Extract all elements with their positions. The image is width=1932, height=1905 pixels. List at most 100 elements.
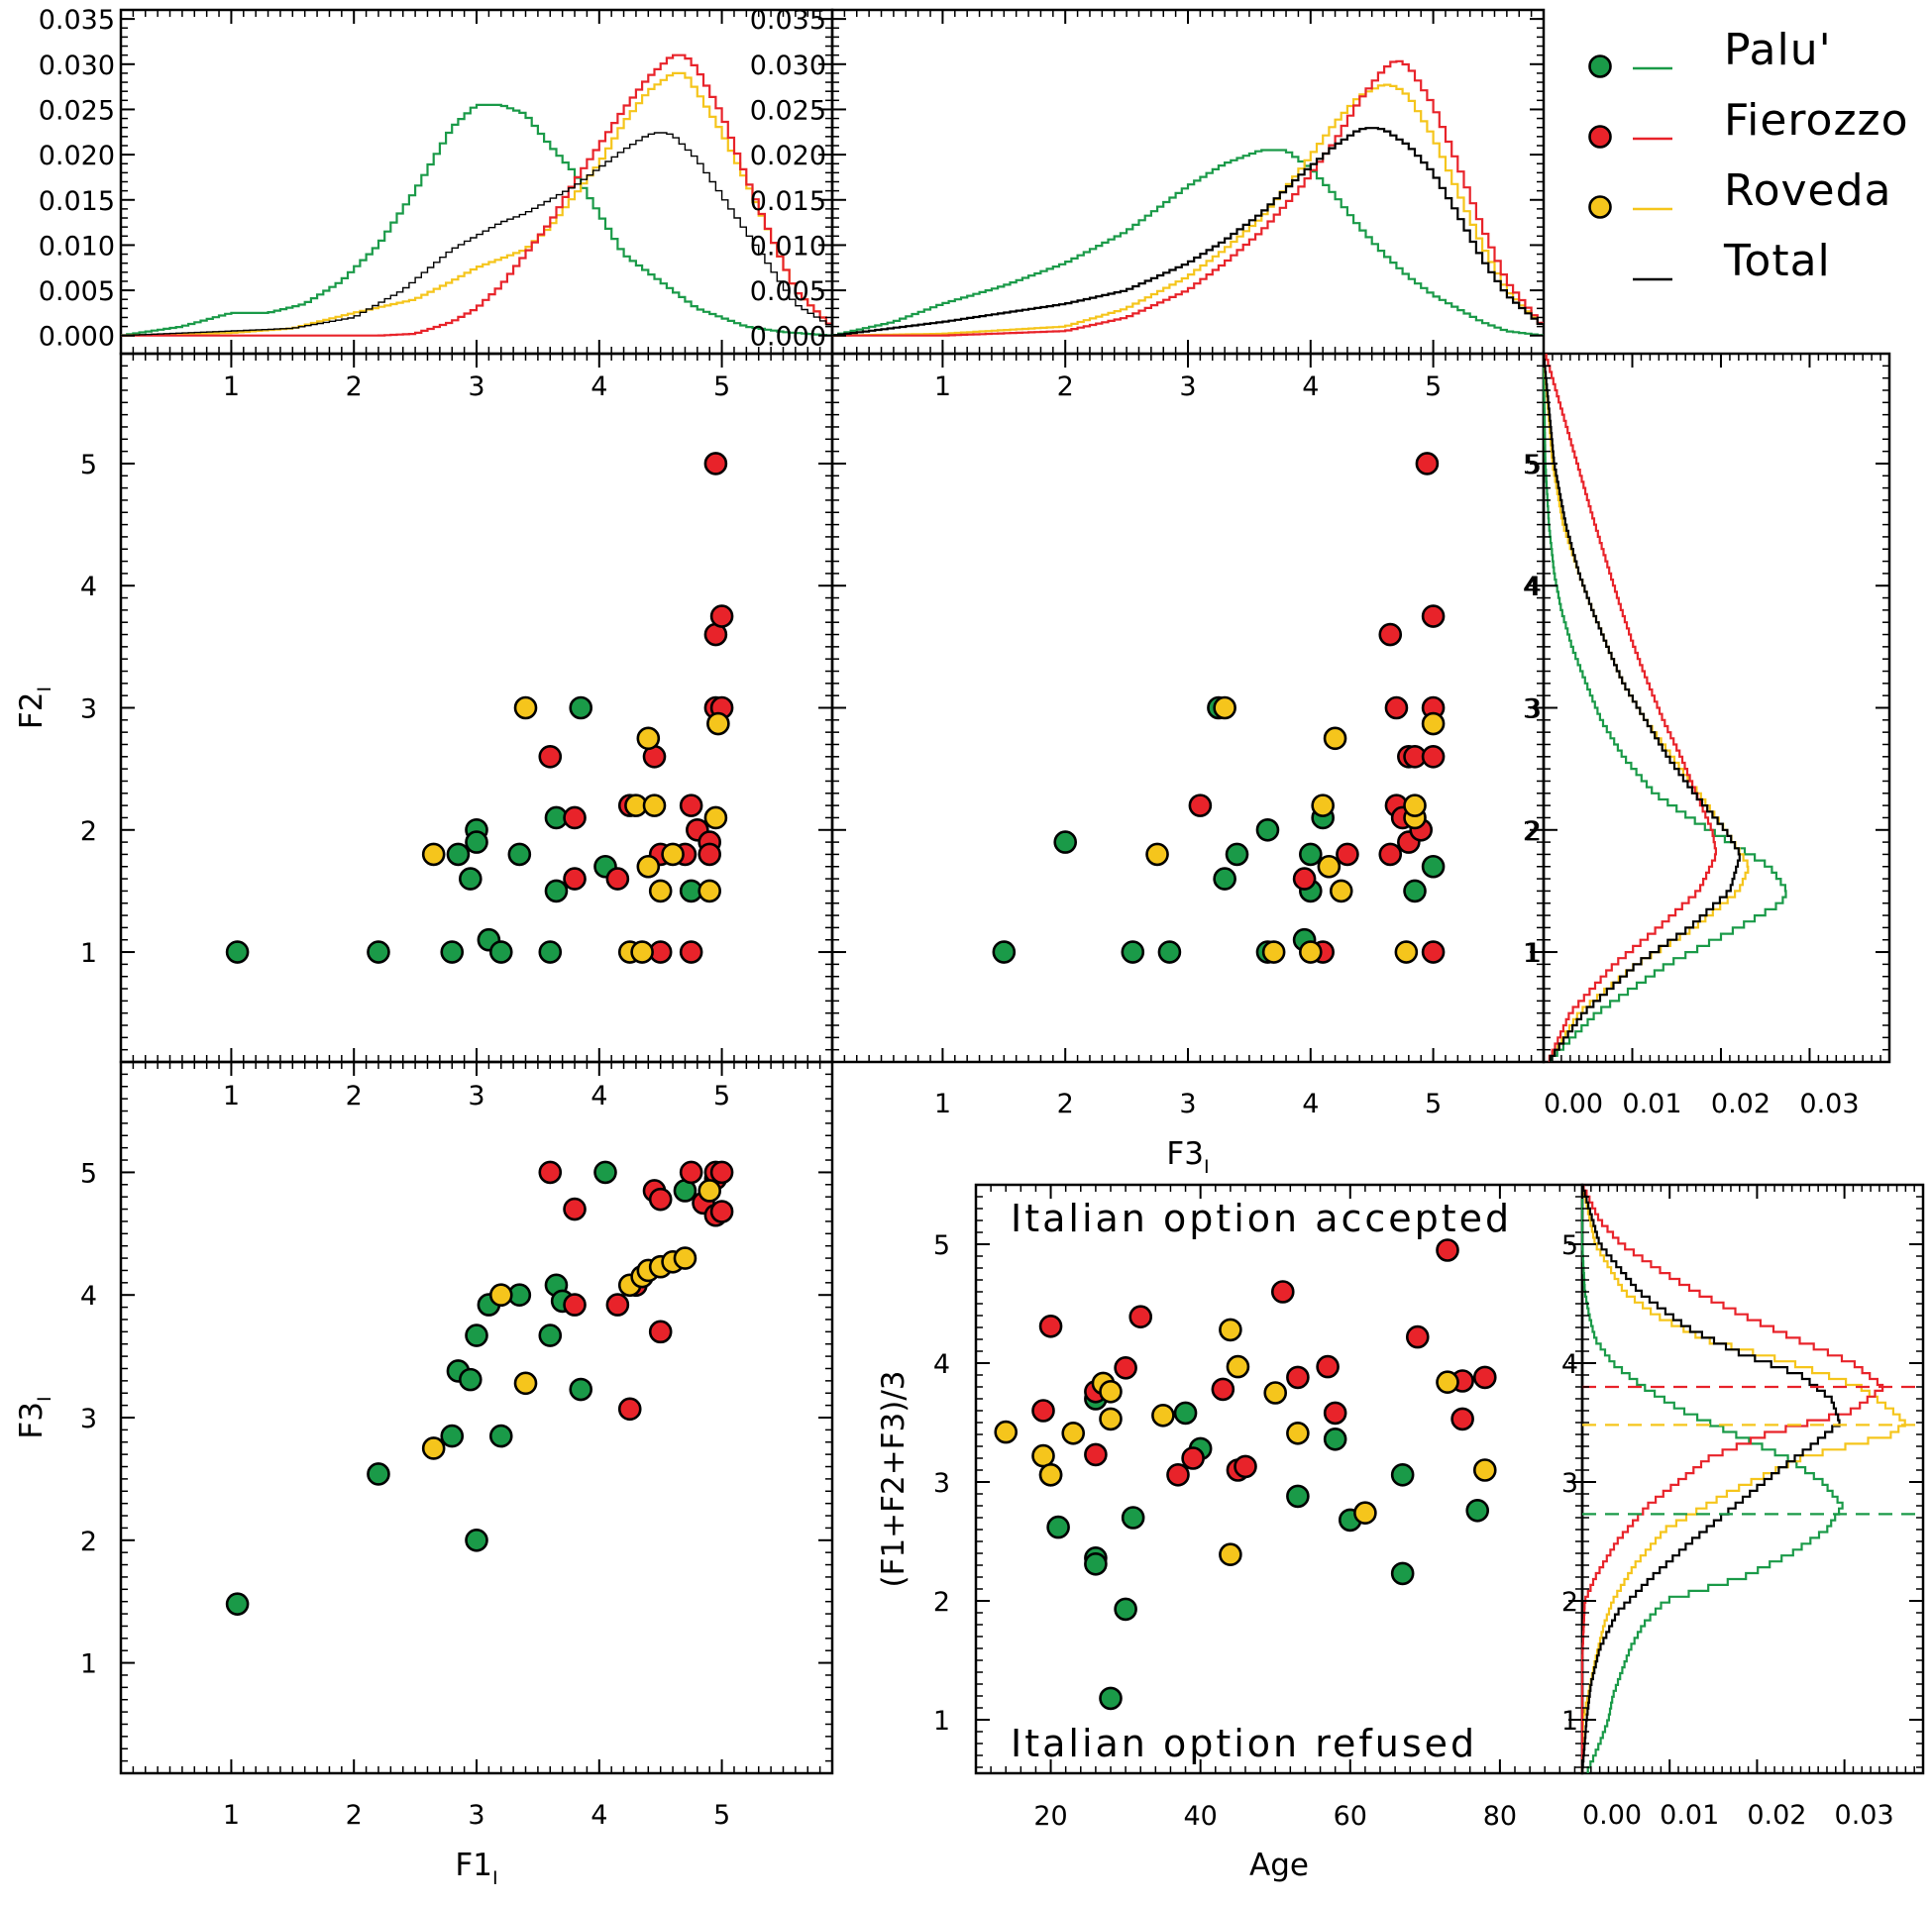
x-tick-label: 4 — [590, 371, 607, 402]
legend-label: Palu' — [1724, 25, 1832, 75]
y-tick-label: 2 — [80, 816, 97, 847]
data-point-palu — [465, 1528, 488, 1552]
data-point-roveda — [421, 1436, 446, 1460]
y-tick-label: 5 — [1523, 450, 1540, 480]
y-tick-label: 1 — [80, 938, 97, 969]
x-tick-label: 4 — [590, 1081, 607, 1111]
x-axis-label: F1I — [455, 1848, 497, 1889]
data-point-palu — [225, 940, 250, 964]
y-tick-label: 0.010 — [39, 231, 115, 262]
data-point-fierozzo — [679, 1160, 703, 1185]
data-point-fierozzo — [538, 1160, 563, 1185]
data-point-palu — [1046, 1515, 1070, 1539]
data-point-fierozzo — [1472, 1365, 1497, 1390]
data-point-roveda — [1261, 940, 1286, 964]
x-tick-label: 2 — [346, 1800, 363, 1831]
x-tick-label: 0.03 — [1799, 1089, 1859, 1119]
y-tick-label: 0.030 — [750, 51, 826, 81]
x-tick-label: 80 — [1483, 1801, 1517, 1832]
y-axis-label-subscript: I — [34, 687, 55, 692]
x-tick-label: 0.00 — [1582, 1800, 1642, 1831]
data-point-palu — [992, 940, 1017, 964]
data-point-fierozzo — [709, 1160, 734, 1185]
data-point-fierozzo — [1336, 842, 1359, 867]
data-point-roveda — [1311, 794, 1335, 817]
data-point-palu — [459, 1367, 483, 1392]
y-tick-label: 5 — [80, 450, 97, 480]
data-point-fierozzo — [1316, 1354, 1340, 1379]
data-point-fierozzo — [1234, 1454, 1257, 1479]
y-axis-label-subscript: I — [34, 1396, 55, 1402]
data-point-palu — [1323, 1428, 1347, 1451]
y-tick-label: 0.005 — [39, 276, 115, 307]
histogram-fierozzo — [1580, 1185, 1884, 1773]
data-point-fierozzo — [1384, 695, 1409, 720]
x-tick-label: 1 — [223, 371, 240, 402]
data-point-roveda — [1421, 711, 1446, 736]
x-tick-label: 5 — [1425, 1089, 1442, 1119]
histogram-fierozzo — [832, 59, 1544, 337]
data-point-fierozzo — [617, 1397, 642, 1422]
data-point-fierozzo — [1415, 452, 1440, 476]
y-tick-label: 1 — [1523, 938, 1540, 969]
data-point-roveda — [1031, 1443, 1055, 1468]
data-point-fierozzo — [1128, 1305, 1153, 1328]
data-point-fierozzo — [1378, 842, 1403, 867]
data-point-roveda — [1403, 794, 1427, 817]
data-point-roveda — [1353, 1501, 1377, 1525]
data-point-palu — [538, 1323, 563, 1347]
y-axis-label-main: F2 — [14, 692, 50, 730]
x-tick-label: 3 — [468, 371, 484, 402]
data-point-fierozzo — [1188, 794, 1213, 817]
y-tick-label: 0.015 — [39, 186, 115, 217]
x-tick-label: 1 — [223, 1081, 240, 1111]
y-tick-label: 3 — [1561, 1468, 1578, 1499]
x-tick-label: 0.01 — [1660, 1800, 1719, 1831]
data-point-roveda — [698, 1179, 722, 1203]
y-axis-label-main: F3 — [14, 1402, 50, 1439]
data-point-palu — [1114, 1597, 1137, 1622]
data-point-palu — [1121, 940, 1145, 964]
x-tick-label: 3 — [468, 1800, 484, 1831]
data-point-palu — [1255, 817, 1280, 842]
y-tick-label: 3 — [80, 1404, 97, 1434]
data-point-fierozzo — [679, 940, 703, 964]
histogram-total — [1581, 1185, 1841, 1773]
y-tick-label: 4 — [1525, 572, 1542, 602]
x-tick-label: 0.00 — [1544, 1089, 1603, 1119]
legend-marker-palu — [1588, 54, 1612, 78]
data-point-fierozzo — [679, 794, 703, 817]
data-point-fierozzo — [1038, 1315, 1063, 1338]
y-tick-label: 0.025 — [39, 95, 115, 126]
y-tick-label: 0.000 — [750, 322, 826, 353]
data-point-fierozzo — [1181, 1446, 1205, 1470]
data-point-fierozzo — [1421, 940, 1446, 964]
x-tick-label: 5 — [713, 371, 730, 402]
data-point-palu — [569, 1377, 593, 1402]
data-point-palu — [1286, 1484, 1310, 1509]
data-point-fierozzo — [1211, 1377, 1235, 1402]
y-tick-label: 0.020 — [750, 141, 826, 171]
data-point-roveda — [513, 1371, 538, 1396]
legend-label: Total — [1723, 236, 1831, 286]
x-tick-label: 5 — [713, 1081, 730, 1111]
data-point-fierozzo — [1270, 1280, 1295, 1304]
data-point-roveda — [1219, 1318, 1242, 1342]
data-point-fierozzo — [648, 1187, 673, 1212]
data-point-palu — [544, 879, 569, 903]
data-point-roveda — [1298, 940, 1323, 964]
data-point-fierozzo — [1114, 1356, 1137, 1380]
data-point-palu — [459, 867, 483, 891]
data-point-fierozzo — [1450, 1407, 1474, 1431]
y-tick-label: 2 — [1523, 816, 1540, 847]
data-point-fierozzo — [1436, 1238, 1459, 1262]
data-point-palu — [488, 1424, 513, 1448]
histogram-palu — [121, 103, 832, 337]
data-point-palu — [367, 1462, 390, 1486]
y-tick-label: 2 — [1561, 1587, 1578, 1618]
data-point-palu — [538, 940, 563, 964]
data-point-roveda — [673, 1246, 698, 1270]
y-tick-label: 0.010 — [750, 231, 826, 262]
y-tick-label: 3 — [1523, 694, 1540, 725]
data-point-roveda — [1436, 1370, 1459, 1394]
